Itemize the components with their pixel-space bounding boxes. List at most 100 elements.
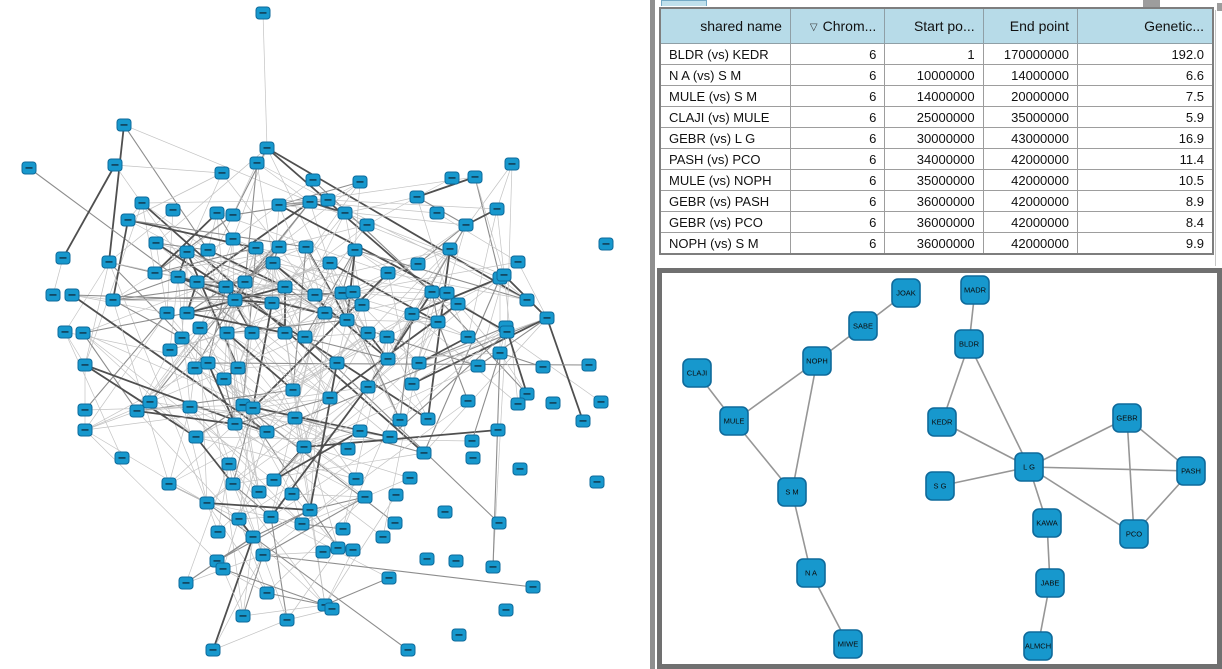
overview-node[interactable] [255,548,271,562]
overview-node[interactable] [200,243,216,257]
overview-node[interactable] [174,331,190,345]
overview-node[interactable] [255,6,271,20]
overview-node[interactable] [491,516,507,530]
overview-node[interactable] [345,285,361,299]
overview-node[interactable] [259,425,275,439]
node-GEBR[interactable]: GEBR [1112,403,1142,433]
overview-node[interactable] [317,306,333,320]
node-KEDR[interactable]: KEDR [927,407,957,437]
overview-node[interactable] [221,457,237,471]
overview-node[interactable] [429,206,445,220]
overview-node[interactable] [107,158,123,172]
table-row[interactable]: CLAJI (vs) MULE 6 25000000 35000000 5.9 [659,106,1214,128]
overview-node[interactable] [199,496,215,510]
overview-node[interactable] [410,257,426,271]
overview-node[interactable] [324,602,340,616]
overview-node[interactable] [296,440,312,454]
overview-node[interactable] [490,423,506,437]
overview-node[interactable] [134,196,150,210]
overview-node[interactable] [420,412,436,426]
node-shape[interactable] [833,629,863,659]
overview-node[interactable] [525,580,541,594]
overview-node[interactable] [77,403,93,417]
node-shape[interactable] [719,406,749,436]
overview-node[interactable] [589,475,605,489]
overview-node[interactable] [499,325,515,339]
overview-node[interactable] [129,404,145,418]
overview-node[interactable] [320,193,336,207]
overview-node[interactable] [352,424,368,438]
node-shape[interactable] [1112,403,1142,433]
node-SABE[interactable]: SABE [848,311,878,341]
overview-node[interactable] [492,346,508,360]
edge-LG-PASH[interactable] [1028,466,1192,472]
overview-node[interactable] [315,545,331,559]
table-row[interactable]: GEBR (vs) L G 6 30000000 43000000 16.9 [659,127,1214,149]
node-shape[interactable] [954,329,984,359]
overview-node[interactable] [294,517,310,531]
overview-node[interactable] [322,391,338,405]
overview-node[interactable] [235,609,251,623]
overview-node[interactable] [45,288,61,302]
panel-divider[interactable] [650,0,655,669]
overview-node[interactable] [535,360,551,374]
node-PASH[interactable]: PASH [1176,456,1206,486]
overview-node[interactable] [305,173,321,187]
overview-node[interactable] [581,358,597,372]
overview-node[interactable] [148,236,164,250]
overview-node[interactable] [387,516,403,530]
overview-node[interactable] [444,171,460,185]
overview-node[interactable] [64,288,80,302]
overview-node[interactable] [359,218,375,232]
node-KAWA[interactable]: KAWA [1032,508,1062,538]
node-MULE[interactable]: MULE [719,406,749,436]
overview-node[interactable] [218,280,234,294]
node-SG[interactable]: S G [925,471,955,501]
overview-node[interactable] [467,170,483,184]
overview-node[interactable] [189,275,205,289]
overview-node[interactable] [259,141,275,155]
overview-node[interactable] [451,628,467,642]
overview-node[interactable] [287,411,303,425]
node-ALMCH[interactable]: ALMCH [1023,631,1053,661]
node-shape[interactable] [960,275,990,305]
overview-node[interactable] [458,218,474,232]
overview-node[interactable] [465,451,481,465]
overview-node[interactable] [210,525,226,539]
overview-node[interactable] [251,485,267,499]
node-shape[interactable] [891,278,921,308]
overview-node[interactable] [411,356,427,370]
node-shape[interactable] [796,558,826,588]
overview-node[interactable] [402,471,418,485]
overview-node[interactable] [329,356,345,370]
overview-node[interactable] [345,543,361,557]
overview-node[interactable] [265,256,281,270]
overview-node[interactable] [337,206,353,220]
overview-node[interactable] [460,394,476,408]
node-shape[interactable] [927,407,957,437]
table-row[interactable]: MULE (vs) NOPH 6 35000000 42000000 10.5 [659,169,1214,191]
overview-node[interactable] [225,208,241,222]
overview-node[interactable] [205,643,221,657]
node-NA[interactable]: N A [796,558,826,588]
overview-node[interactable] [187,361,203,375]
filter-icon[interactable]: ▽ [809,22,818,33]
table-row[interactable]: GEBR (vs) PCO 6 36000000 42000000 8.4 [659,211,1214,233]
overview-node[interactable] [512,462,528,476]
column-header-chrom[interactable]: ▽ Chrom... [789,7,886,44]
overview-node[interactable] [77,358,93,372]
column-header-shared-name[interactable]: shared name [659,7,791,44]
node-shape[interactable] [925,471,955,501]
overview-node[interactable] [382,430,398,444]
overview-node[interactable] [245,401,261,415]
edge-BLDR-LG[interactable] [968,343,1030,468]
overview-node[interactable] [593,395,609,409]
overview-node[interactable] [225,232,241,246]
node-shape[interactable] [848,311,878,341]
edge-NOPH-SM[interactable] [791,360,818,493]
overview-node[interactable] [302,503,318,517]
overview-node[interactable] [598,237,614,251]
table-row[interactable]: MULE (vs) S M 6 14000000 20000000 7.5 [659,85,1214,107]
overview-node[interactable] [335,522,351,536]
overview-node[interactable] [277,280,293,294]
